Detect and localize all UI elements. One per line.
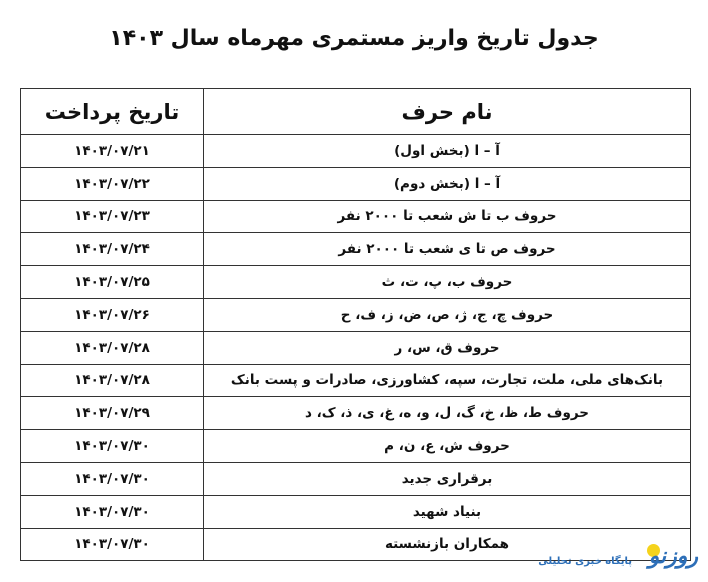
row-name: حروف چ، ج، ژ، ص، ض، ز، ف، ح — [203, 297, 691, 332]
payment-schedule-table: نام حرف تاریخ پرداخت آ – ا (بخش اول) ۱۴۰۳… — [20, 88, 691, 562]
row-date: ۱۴۰۳/۰۷/۲۳ — [20, 199, 204, 234]
row-name: حروف ص تا ی شعب تا ۲۰۰۰ نفر — [203, 232, 691, 267]
header-name: نام حرف — [203, 88, 691, 135]
table-row: بنیاد شهید ۱۴۰۳/۰۷/۳۰ — [20, 494, 691, 529]
row-date: ۱۴۰۳/۰۷/۲۵ — [20, 265, 204, 299]
row-date: ۱۴۰۳/۰۷/۲۱ — [20, 134, 204, 168]
table-row: حروف ق، س، ر ۱۴۰۳/۰۷/۲۸ — [20, 330, 691, 365]
row-date: ۱۴۰۳/۰۷/۳۰ — [20, 527, 204, 562]
header-date: تاریخ پرداخت — [20, 88, 204, 135]
row-name: حروف ب، پ، ت، ث — [203, 265, 691, 299]
table-row: حروف چ، ج، ژ، ص، ض، ز، ف، ح ۱۴۰۳/۰۷/۲۶ — [20, 297, 691, 332]
row-name: حروف ش، ع، ن، م — [203, 429, 691, 463]
row-name: حروف ق، س، ر — [203, 330, 691, 365]
table-row: حروف ب تا ش شعب تا ۲۰۰۰ نفر ۱۴۰۳/۰۷/۲۳ — [20, 199, 691, 234]
table-row: بانک‌های ملی، ملت، تجارت، سپه، کشاورزی، … — [20, 363, 691, 398]
table-row: همکاران بازنشسته ۱۴۰۳/۰۷/۳۰ — [20, 527, 691, 562]
row-date: ۱۴۰۳/۰۷/۲۶ — [20, 297, 204, 332]
row-date: ۱۴۰۳/۰۷/۲۲ — [20, 166, 204, 201]
table-row: برقراری جدید ۱۴۰۳/۰۷/۳۰ — [20, 461, 691, 496]
table-row: حروف ب، پ، ت، ث ۱۴۰۳/۰۷/۲۵ — [20, 265, 691, 299]
row-name: برقراری جدید — [203, 461, 691, 496]
logo-sun-icon — [647, 544, 660, 557]
row-date: ۱۴۰۳/۰۷/۲۸ — [20, 330, 204, 365]
table-row: آ – ا (بخش دوم) ۱۴۰۳/۰۷/۲۲ — [20, 166, 691, 201]
row-name: آ – ا (بخش دوم) — [203, 166, 691, 201]
row-date: ۱۴۰۳/۰۷/۲۴ — [20, 232, 204, 267]
row-name: بانک‌های ملی، ملت، تجارت، سپه، کشاورزی، … — [203, 363, 691, 398]
row-name: بنیاد شهید — [203, 494, 691, 529]
logo-name: روزنو — [648, 544, 698, 569]
row-date: ۱۴۰۳/۰۷/۳۰ — [20, 461, 204, 496]
row-name: آ – ا (بخش اول) — [203, 134, 691, 168]
logo-subtitle: پایگاه خبری تحلیلی — [538, 556, 632, 567]
watermark-logo: روزنو پایگاه خبری تحلیلی — [538, 544, 698, 578]
row-date: ۱۴۰۳/۰۷/۳۰ — [20, 494, 204, 529]
row-name: حروف ب تا ش شعب تا ۲۰۰۰ نفر — [203, 199, 691, 234]
row-name: حروف ط، ظ، خ، گ، ل، و، ه، غ، ی، ذ، ک، د — [203, 396, 691, 431]
table-row: حروف ش، ع، ن، م ۱۴۰۳/۰۷/۳۰ — [20, 429, 691, 463]
document-title: جدول تاریخ واریز مستمری مهرماه سال ۱۴۰۳ — [109, 26, 599, 51]
row-date: ۱۴۰۳/۰۷/۲۹ — [20, 396, 204, 431]
row-date: ۱۴۰۳/۰۷/۳۰ — [20, 429, 204, 463]
table-header-row: نام حرف تاریخ پرداخت — [20, 88, 691, 135]
row-date: ۱۴۰۳/۰۷/۲۸ — [20, 363, 204, 398]
table-row: آ – ا (بخش اول) ۱۴۰۳/۰۷/۲۱ — [20, 134, 691, 168]
table-row: حروف ص تا ی شعب تا ۲۰۰۰ نفر ۱۴۰۳/۰۷/۲۴ — [20, 232, 691, 267]
row-name: همکاران بازنشسته — [203, 527, 691, 562]
